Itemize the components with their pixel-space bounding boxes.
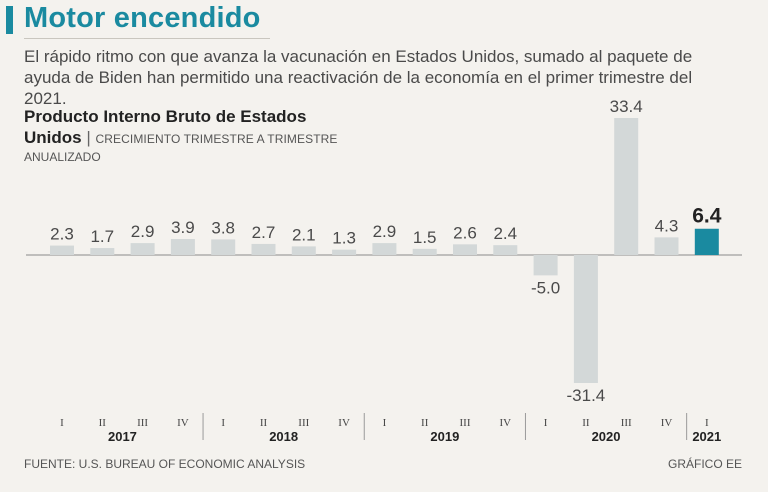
chart-title: Producto Interno Bruto de Estados Unidos… (24, 106, 364, 150)
bar-6 (251, 243, 276, 255)
value-label-6: 2.7 (252, 223, 276, 242)
value-label-16: 4.3 (655, 216, 679, 235)
bar-2 (90, 248, 115, 255)
value-label-10: 1.5 (413, 228, 437, 247)
quarter-tick-5: I (221, 417, 225, 429)
year-label-2020: 2020 (592, 429, 621, 444)
chart-title-line1: Producto Interno Bruto de Estados (24, 107, 307, 126)
quarter-tick-11: III (460, 417, 471, 429)
value-label-15: 33.4 (610, 97, 643, 116)
value-label-9: 2.9 (373, 222, 397, 241)
quarter-tick-7: III (298, 417, 309, 429)
chart-subtitle-line1: CRECIMIENTO TRIMESTRE A TRIMESTRE (95, 132, 338, 146)
quarter-tick-14: II (582, 417, 590, 429)
title-separator: | (86, 128, 91, 147)
lead-paragraph: El rápido ritmo con que avanza la vacuna… (24, 47, 693, 108)
bar-5 (211, 239, 236, 255)
year-label-2019: 2019 (430, 429, 459, 444)
quarter-tick-13: I (544, 417, 548, 429)
bar-15 (614, 118, 639, 255)
bar-10 (412, 248, 437, 255)
title-accent-bar (6, 6, 13, 34)
bar-12 (493, 245, 518, 255)
value-label-13: -5.0 (531, 278, 560, 297)
page-title: Motor encendido (24, 2, 261, 34)
quarter-tick-9: I (383, 417, 387, 429)
bar-11 (453, 244, 477, 255)
year-label-2017: 2017 (108, 429, 137, 444)
quarter-tick-16: IV (661, 417, 673, 429)
source-note: FUENTE: U.S. BUREAU OF ECONOMIC ANALYSIS (24, 457, 306, 471)
bar-17 (694, 228, 719, 255)
quarter-tick-17: I (705, 417, 709, 429)
bar-16 (654, 237, 679, 255)
quarter-tick-2: II (99, 417, 107, 429)
value-label-2: 1.7 (90, 227, 114, 246)
value-label-8: 1.3 (332, 229, 356, 248)
quarter-tick-1: I (60, 417, 64, 429)
quarter-tick-8: IV (338, 417, 350, 429)
graphic-credit: GRÁFICO EE (667, 457, 742, 471)
bar-14 (573, 255, 598, 383)
bar-7 (291, 246, 316, 255)
year-label-2018: 2018 (269, 429, 298, 444)
value-label-3: 2.9 (131, 222, 155, 241)
bar-9 (372, 243, 397, 255)
title-divider (24, 38, 270, 39)
value-label-1: 2.3 (50, 225, 74, 244)
value-label-11: 2.6 (453, 223, 477, 242)
value-label-4: 3.9 (171, 218, 195, 237)
bar-8 (332, 249, 357, 255)
value-label-7: 2.1 (292, 225, 316, 244)
bar-3 (130, 243, 155, 255)
quarter-tick-12: IV (499, 417, 511, 429)
year-label-2021: 2021 (692, 429, 721, 444)
quarter-tick-3: III (137, 417, 148, 429)
bar-4 (170, 239, 195, 255)
quarter-tick-15: III (621, 417, 632, 429)
chart-title-line2: Unidos (24, 128, 82, 147)
value-label-12: 2.4 (493, 224, 517, 243)
value-label-17: 6.4 (692, 205, 722, 228)
value-label-5: 3.8 (211, 218, 235, 237)
bar-1 (50, 245, 74, 255)
quarter-tick-10: II (421, 417, 429, 429)
quarter-tick-6: II (260, 417, 268, 429)
bar-13 (533, 255, 558, 276)
value-label-14: -31.4 (567, 386, 606, 405)
quarter-tick-4: IV (177, 417, 189, 429)
chart-subtitle-line2: ANUALIZADO (24, 150, 101, 164)
